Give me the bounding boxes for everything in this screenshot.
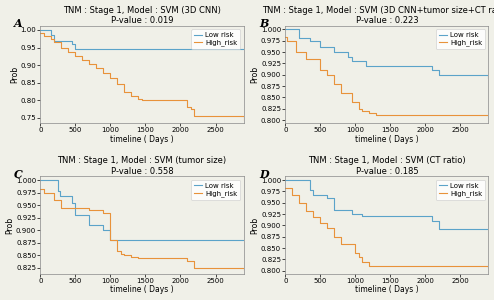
Title: TNM : Stage 1, Model : SVM (CT ratio)
P-value : 0.185: TNM : Stage 1, Model : SVM (CT ratio) P-… bbox=[308, 156, 466, 176]
Title: TNM : Stage 1, Model : SVM (tumor size)
P-value : 0.558: TNM : Stage 1, Model : SVM (tumor size) … bbox=[57, 156, 227, 176]
Y-axis label: Prob: Prob bbox=[250, 217, 259, 234]
Y-axis label: Prob: Prob bbox=[10, 66, 19, 83]
X-axis label: timeline ( Days ): timeline ( Days ) bbox=[355, 285, 419, 294]
Y-axis label: Prob: Prob bbox=[5, 217, 14, 234]
X-axis label: timeline ( Days ): timeline ( Days ) bbox=[110, 135, 174, 144]
Y-axis label: Prob: Prob bbox=[250, 66, 259, 83]
X-axis label: timeline ( Days ): timeline ( Days ) bbox=[355, 135, 419, 144]
X-axis label: timeline ( Days ): timeline ( Days ) bbox=[110, 285, 174, 294]
Text: B: B bbox=[259, 18, 268, 29]
Legend: Low risk, High_risk: Low risk, High_risk bbox=[191, 180, 240, 200]
Text: A: A bbox=[14, 18, 23, 29]
Title: TNM : Stage 1, Model : SVM (3D CNN)
P-value : 0.019: TNM : Stage 1, Model : SVM (3D CNN) P-va… bbox=[63, 6, 221, 25]
Text: D: D bbox=[259, 169, 269, 180]
Text: C: C bbox=[14, 169, 23, 180]
Title: TNM : Stage 1, Model : SVM (3D CNN+tumor size+CT ratio)
P-value : 0.223: TNM : Stage 1, Model : SVM (3D CNN+tumor… bbox=[262, 6, 494, 25]
Legend: Low risk, High_risk: Low risk, High_risk bbox=[436, 180, 485, 200]
Legend: Low risk, High_risk: Low risk, High_risk bbox=[436, 29, 485, 49]
Legend: Low risk, High_risk: Low risk, High_risk bbox=[191, 29, 240, 49]
